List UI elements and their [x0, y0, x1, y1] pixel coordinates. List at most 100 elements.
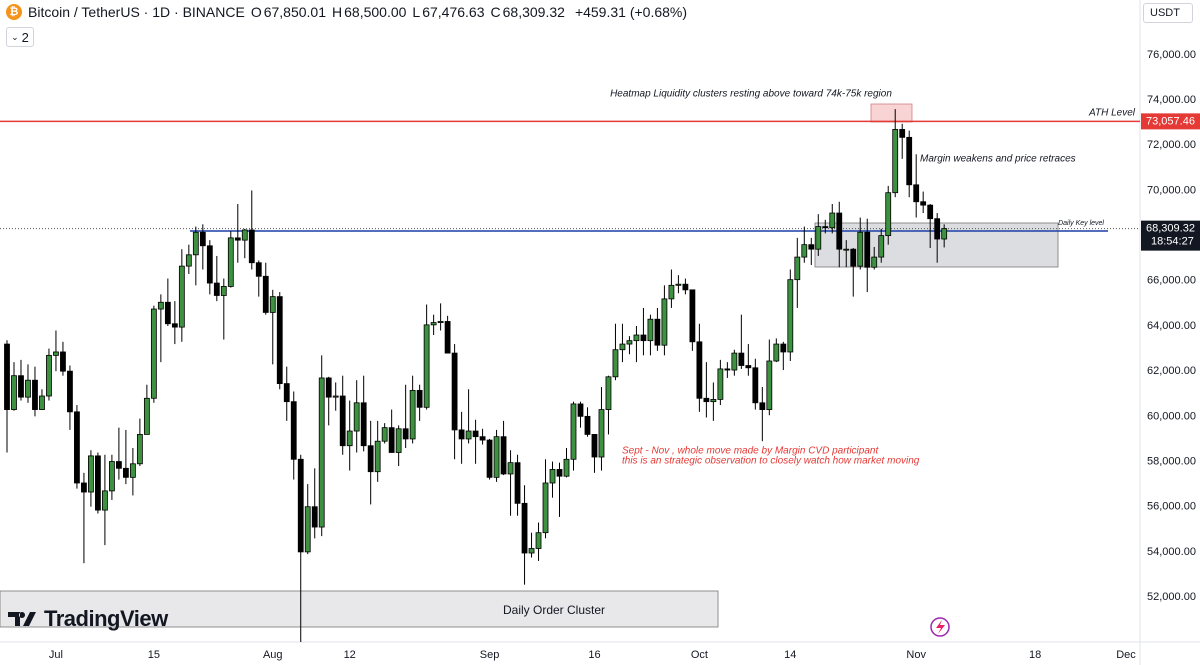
- ohlc-value: 67,850.01: [263, 4, 326, 20]
- candle-body: [430, 322, 437, 326]
- candle-body: [297, 458, 304, 553]
- alert-icon-bolt: [936, 620, 945, 634]
- candle-body: [801, 244, 808, 258]
- candle-body: [465, 430, 472, 440]
- coin-icon: ₿: [6, 4, 22, 20]
- y-tick-label: 62,000.00: [1147, 365, 1196, 377]
- candle-body: [556, 469, 563, 477]
- candle-body: [605, 376, 612, 410]
- candle-body: [325, 377, 332, 398]
- ohlc-values: O 67,850.01 H 68,500.00 L 67,476.63 C 68,309.32: [251, 4, 569, 20]
- y-tick-label: 56,000.00: [1147, 501, 1196, 513]
- indicators-toggle[interactable]: ⌄ 2: [6, 27, 34, 47]
- observation-note: Sept - Nov , whole move made by Margin C…: [622, 446, 879, 457]
- candle-body: [906, 136, 913, 186]
- candle-body: [794, 256, 801, 281]
- candle-body: [136, 434, 143, 465]
- candle-body: [864, 231, 871, 268]
- candle-body: [318, 377, 325, 528]
- candle-body: [808, 244, 815, 250]
- candle-body: [290, 401, 297, 460]
- x-tick-label: 16: [588, 649, 600, 661]
- candle-body: [437, 321, 444, 323]
- candle-body: [500, 436, 507, 475]
- candle-body: [220, 286, 227, 296]
- y-tick-label: 54,000.00: [1147, 546, 1196, 558]
- countdown: 18:54:27: [1151, 236, 1194, 248]
- candle-body: [941, 228, 948, 240]
- candle-body: [381, 427, 388, 442]
- candle-body: [39, 395, 45, 410]
- candle-body: [18, 375, 24, 398]
- y-tick-label: 70,000.00: [1147, 184, 1196, 196]
- candle-body: [339, 395, 346, 447]
- candle-body: [185, 254, 192, 267]
- ohlc-value: 68,500.00: [344, 4, 407, 20]
- candle-body: [871, 256, 878, 268]
- candle-body: [591, 434, 598, 458]
- candle-body: [304, 506, 311, 553]
- y-tick-label: 74,000.00: [1147, 94, 1196, 106]
- candle-body: [780, 343, 787, 353]
- candle-body: [703, 397, 710, 403]
- candle-body: [661, 298, 668, 346]
- x-tick-label: Sep: [480, 649, 500, 661]
- branding: TradingView: [8, 606, 168, 632]
- x-tick-label: Aug: [263, 649, 283, 661]
- y-tick-label: 66,000.00: [1147, 275, 1196, 287]
- candle-body: [598, 409, 605, 458]
- candle-body: [283, 383, 290, 403]
- candle-body: [724, 368, 731, 371]
- candle-body: [647, 318, 654, 342]
- candle-body: [577, 403, 584, 417]
- candle-body: [416, 389, 423, 408]
- candle-body: [542, 482, 549, 534]
- candle-body: [332, 395, 339, 398]
- candle-body: [843, 248, 850, 251]
- candle-body: [171, 323, 178, 328]
- candle-body: [899, 129, 906, 138]
- candle-body: [213, 282, 220, 296]
- candle-body: [458, 429, 465, 440]
- candle-body: [81, 482, 87, 493]
- candle-body: [759, 402, 766, 410]
- chevron: ⌄: [11, 31, 19, 42]
- last-price-label: 68,309.32: [1146, 223, 1195, 235]
- candle-body: [738, 352, 745, 366]
- candle-body: [668, 284, 675, 300]
- candle-body: [675, 283, 682, 286]
- candle-body: [109, 461, 115, 492]
- candle-body: [129, 463, 136, 478]
- candle-body: [4, 343, 10, 410]
- ohlc-key: H: [332, 4, 343, 20]
- alert-icon[interactable]: [930, 617, 950, 637]
- candle-body: [74, 411, 80, 484]
- candle-body: [822, 226, 829, 229]
- y-tick-label: 64,000.00: [1147, 320, 1196, 332]
- candle-body: [102, 490, 108, 511]
- candle-body: [360, 402, 367, 447]
- candle-body: [95, 455, 101, 511]
- candle-body: [570, 403, 577, 460]
- candle-body: [88, 455, 94, 493]
- candle-body: [619, 343, 626, 351]
- candle-body: [395, 428, 402, 453]
- symbol[interactable]: Bitcoin / TetherUS · 1D · BINANCE: [28, 4, 245, 20]
- candle-body: [269, 296, 276, 313]
- candle-body: [626, 340, 633, 345]
- x-tick-label: 18: [1029, 649, 1041, 661]
- currency-select[interactable]: USDT: [1143, 3, 1193, 23]
- x-tick-label: Nov: [906, 649, 926, 661]
- candle-body: [206, 245, 213, 284]
- candle-body: [584, 415, 591, 435]
- candle-body: [192, 231, 199, 256]
- y-tick-label: 72,000.00: [1147, 139, 1196, 151]
- candle-body: [241, 229, 248, 241]
- candle-body: [689, 289, 696, 343]
- candle-body: [255, 262, 262, 277]
- y-tick-label: 76,000.00: [1147, 49, 1196, 61]
- ath-note: ATH Level: [1088, 108, 1136, 119]
- candle-body: [311, 506, 318, 528]
- ohlc-value: 67,476.63: [422, 4, 485, 20]
